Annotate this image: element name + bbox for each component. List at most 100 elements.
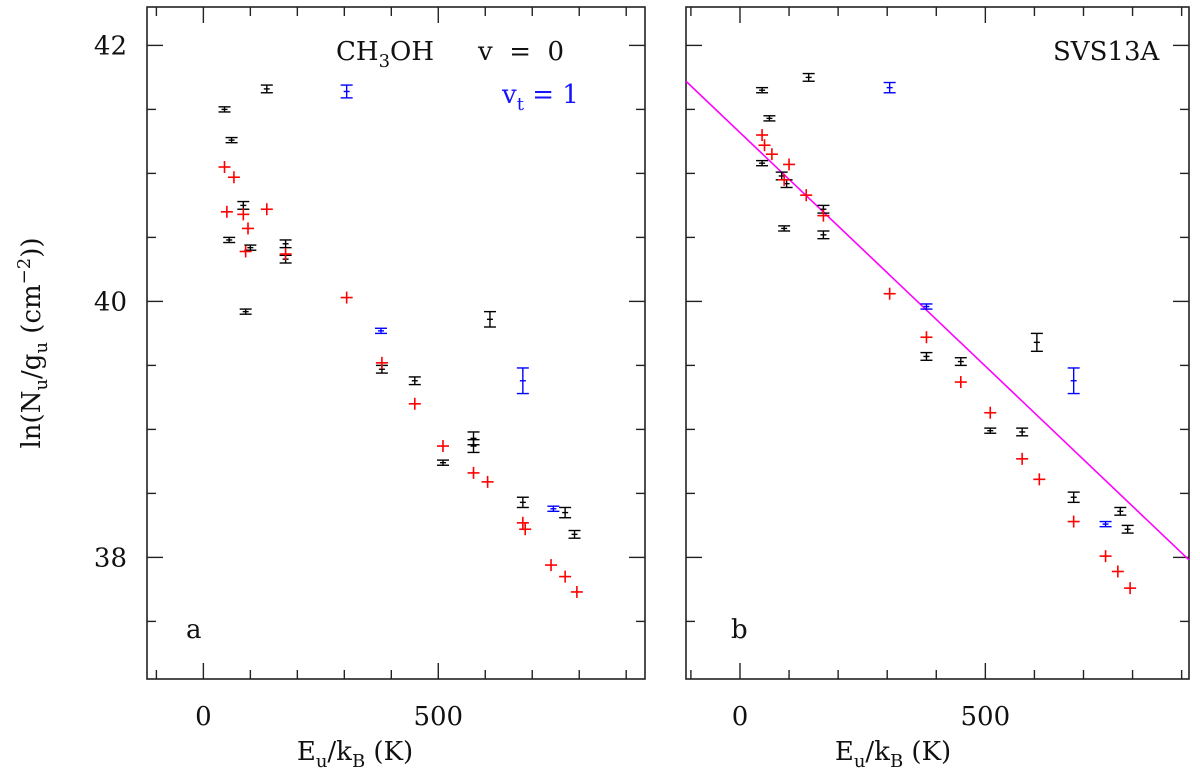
data-point-plus <box>1111 565 1124 578</box>
panel-a-tick-labels: 0 500 38 40 42 <box>94 31 463 732</box>
panel-b-source-label: SVS13A <box>1053 37 1160 67</box>
panel-a: 0 500 38 40 42 CH3OH v = 0 vt = 1 a Eu/kB (K… <box>14 6 646 772</box>
data-point-errorbar <box>920 351 933 361</box>
data-point-errorbar <box>218 106 231 113</box>
data-point-plus <box>1067 515 1080 528</box>
fit-line <box>685 80 1190 561</box>
data-point-errorbar <box>778 225 791 232</box>
panel-a-species-label: CH3OH <box>336 37 434 72</box>
data-point-errorbar <box>516 367 529 395</box>
panel-a-marks <box>218 84 583 598</box>
data-point-plus <box>467 466 480 479</box>
data-point-plus <box>883 287 896 300</box>
panel-b-tick-labels: 0 500 <box>732 702 1010 732</box>
data-point-errorbar <box>223 236 236 244</box>
panel-a-x-axis-label: Eu/kB (K) <box>297 737 413 772</box>
data-point-errorbar <box>467 438 480 454</box>
legend-vt1-label: vt = 1 <box>501 80 579 115</box>
panel-a-ticks <box>147 7 645 679</box>
data-point-plus <box>817 209 830 222</box>
data-point-errorbar <box>954 357 967 367</box>
data-point-errorbar <box>1114 506 1127 516</box>
data-point-errorbar <box>559 506 572 519</box>
data-point-plus <box>570 585 583 598</box>
data-point-errorbar <box>984 427 997 434</box>
data-point-errorbar <box>883 81 896 94</box>
panel-a-label: a <box>186 615 202 645</box>
data-point-errorbar <box>920 303 933 310</box>
data-point-plus <box>984 406 997 419</box>
data-point-errorbar <box>436 459 449 466</box>
data-point-errorbar <box>340 84 353 99</box>
x-tick-label: 500 <box>413 702 463 732</box>
data-point-errorbar <box>547 505 560 513</box>
data-point-plus <box>218 161 231 173</box>
data-point-plus <box>239 245 252 258</box>
data-point-plus <box>516 516 529 529</box>
panel-b: 0 500 SVS13A b Eu/kB (K) <box>685 6 1190 772</box>
data-point-plus <box>340 291 353 304</box>
data-point-plus <box>758 139 771 152</box>
data-point-plus <box>1099 550 1112 563</box>
data-point-plus <box>375 356 388 369</box>
data-point-plus <box>237 208 250 221</box>
data-point-errorbar <box>225 136 238 144</box>
data-point-errorbar <box>568 529 581 539</box>
data-point-errorbar <box>1121 524 1134 534</box>
data-point-plus <box>242 222 255 235</box>
data-point-plus <box>1124 582 1137 595</box>
data-point-plus <box>260 203 273 216</box>
data-point-errorbar <box>239 308 252 315</box>
data-point-errorbar <box>817 230 830 240</box>
data-point-errorbar <box>260 84 273 94</box>
panel-b-label: b <box>731 615 748 645</box>
data-point-plus <box>765 148 778 161</box>
data-point-plus <box>800 189 813 202</box>
panel-b-fit-line <box>685 80 1190 561</box>
data-point-plus <box>1033 473 1046 486</box>
data-point-errorbar <box>516 496 529 509</box>
data-point-errorbar <box>802 72 815 82</box>
data-point-plus <box>220 205 233 218</box>
y-tick-label: 42 <box>94 31 127 61</box>
panel-b-marks <box>756 72 1137 595</box>
data-point-errorbar <box>374 327 387 335</box>
data-point-errorbar <box>279 239 292 249</box>
panel-b-frame <box>685 6 1190 680</box>
data-point-errorbar <box>756 86 769 94</box>
data-point-plus <box>756 129 769 141</box>
data-point-errorbar <box>1067 367 1080 395</box>
data-point-errorbar <box>483 310 496 328</box>
data-point-plus <box>481 475 494 488</box>
panel-b-ticks <box>686 7 1189 679</box>
data-point-errorbar <box>408 376 421 386</box>
x-tick-label: 500 <box>961 702 1011 732</box>
data-point-plus <box>783 158 796 171</box>
data-point-errorbar <box>1067 491 1080 504</box>
x-tick-label: 0 <box>732 702 749 732</box>
panel-b-x-axis-label: Eu/kB (K) <box>835 737 951 772</box>
data-point-errorbar <box>1016 427 1029 437</box>
data-point-plus <box>408 397 421 410</box>
data-point-errorbar <box>237 200 250 210</box>
x-tick-label: 0 <box>195 702 212 732</box>
panel-a-frame <box>146 6 646 680</box>
data-point-plus <box>519 523 532 536</box>
data-point-plus <box>279 248 292 261</box>
data-point-plus <box>545 559 558 572</box>
data-point-plus <box>436 440 449 453</box>
data-point-plus <box>778 173 791 186</box>
data-point-errorbar <box>1030 332 1043 353</box>
legend-v0-label: v = 0 <box>477 37 564 67</box>
data-point-plus <box>954 376 967 389</box>
data-point-errorbar <box>756 159 769 167</box>
data-point-errorbar <box>763 115 776 122</box>
data-point-plus <box>559 570 572 583</box>
y-axis-label: ln(Nu/gu (cm−2)) <box>14 237 52 448</box>
y-tick-label: 40 <box>94 287 127 317</box>
y-tick-label: 38 <box>94 543 127 573</box>
data-point-errorbar <box>1099 520 1112 528</box>
data-point-plus <box>227 171 240 184</box>
data-point-plus <box>1016 452 1029 465</box>
